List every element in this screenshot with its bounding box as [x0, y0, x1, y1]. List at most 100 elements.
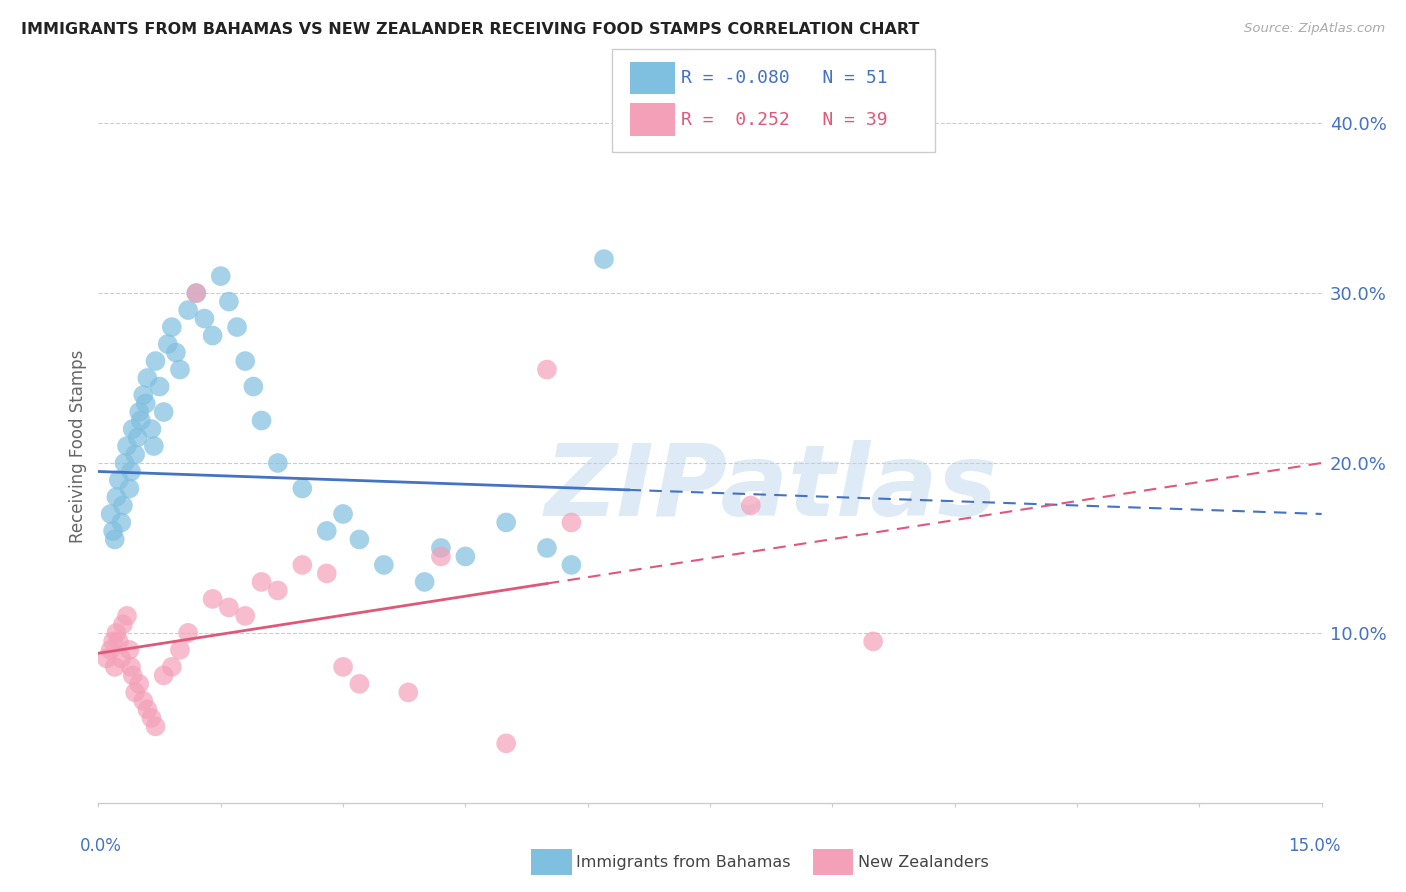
Point: [101, 524, 124, 538]
Point: [291, 482, 314, 496]
Point: [250, 574, 273, 589]
Point: [110, 651, 132, 665]
Point: [145, 719, 167, 733]
Point: [233, 354, 256, 368]
Point: [108, 634, 131, 648]
Point: [124, 685, 146, 699]
Point: [136, 702, 159, 716]
Point: [430, 549, 453, 564]
Point: [373, 558, 395, 572]
Point: [315, 566, 337, 581]
Point: [267, 456, 290, 470]
Point: [165, 345, 187, 359]
Point: [186, 286, 208, 301]
Point: [315, 524, 337, 538]
Point: [160, 320, 183, 334]
Point: [145, 354, 167, 368]
Point: [111, 617, 134, 632]
Point: [349, 677, 371, 691]
Point: [136, 371, 159, 385]
Y-axis label: Receiving Food Stamps: Receiving Food Stamps: [69, 350, 87, 542]
Point: [267, 583, 290, 598]
Point: [101, 634, 124, 648]
Point: [127, 430, 149, 444]
Point: [132, 388, 155, 402]
Point: [218, 600, 240, 615]
Point: [201, 328, 224, 343]
Point: [120, 660, 142, 674]
Point: [593, 252, 616, 266]
Point: [100, 643, 122, 657]
Point: [349, 533, 371, 547]
Point: [105, 490, 128, 504]
Point: [104, 660, 127, 674]
Point: [454, 549, 477, 564]
Point: [129, 413, 152, 427]
Point: [396, 685, 419, 699]
Point: [201, 591, 224, 606]
Text: Immigrants from Bahamas: Immigrants from Bahamas: [576, 855, 792, 870]
Point: [142, 439, 165, 453]
Point: [560, 558, 582, 572]
Point: [242, 379, 264, 393]
Point: [96, 651, 118, 665]
Point: [193, 311, 215, 326]
Point: [118, 482, 141, 496]
Text: R =  0.252   N = 39: R = 0.252 N = 39: [681, 111, 887, 128]
Point: [114, 456, 136, 470]
Point: [115, 608, 138, 623]
Point: [135, 396, 157, 410]
Point: [104, 533, 127, 547]
Point: [226, 320, 249, 334]
Point: [169, 362, 191, 376]
Point: [141, 711, 163, 725]
Point: [121, 668, 143, 682]
Point: [740, 499, 762, 513]
Point: [186, 286, 208, 301]
Point: [108, 473, 131, 487]
Point: [115, 439, 138, 453]
Point: [495, 516, 517, 530]
Point: [105, 626, 128, 640]
Point: [120, 465, 142, 479]
Point: [250, 413, 273, 427]
Point: [536, 362, 558, 376]
Point: [413, 574, 436, 589]
Point: [100, 507, 122, 521]
Point: [132, 694, 155, 708]
Point: [233, 608, 256, 623]
Text: 0.0%: 0.0%: [80, 837, 122, 855]
Text: R = -0.080   N = 51: R = -0.080 N = 51: [681, 69, 887, 87]
Point: [128, 405, 150, 419]
Text: ZIPatlas: ZIPatlas: [544, 441, 998, 537]
Point: [218, 294, 240, 309]
Point: [111, 499, 134, 513]
Point: [169, 643, 191, 657]
Text: Source: ZipAtlas.com: Source: ZipAtlas.com: [1244, 22, 1385, 36]
Point: [332, 507, 354, 521]
Point: [495, 736, 517, 750]
Point: [118, 643, 141, 657]
Text: IMMIGRANTS FROM BAHAMAS VS NEW ZEALANDER RECEIVING FOOD STAMPS CORRELATION CHART: IMMIGRANTS FROM BAHAMAS VS NEW ZEALANDER…: [21, 22, 920, 37]
Point: [177, 626, 200, 640]
Text: New Zealanders: New Zealanders: [858, 855, 988, 870]
Point: [430, 541, 453, 555]
Point: [121, 422, 143, 436]
Point: [124, 448, 146, 462]
Point: [560, 516, 582, 530]
Text: 15.0%: 15.0%: [1288, 837, 1341, 855]
Point: [152, 405, 174, 419]
Point: [141, 422, 163, 436]
Point: [862, 634, 884, 648]
Point: [149, 379, 172, 393]
Point: [128, 677, 150, 691]
Point: [160, 660, 183, 674]
Point: [332, 660, 354, 674]
Point: [536, 541, 558, 555]
Point: [110, 516, 132, 530]
Point: [156, 337, 179, 351]
Point: [152, 668, 174, 682]
Point: [209, 269, 232, 284]
Point: [177, 303, 200, 318]
Point: [291, 558, 314, 572]
